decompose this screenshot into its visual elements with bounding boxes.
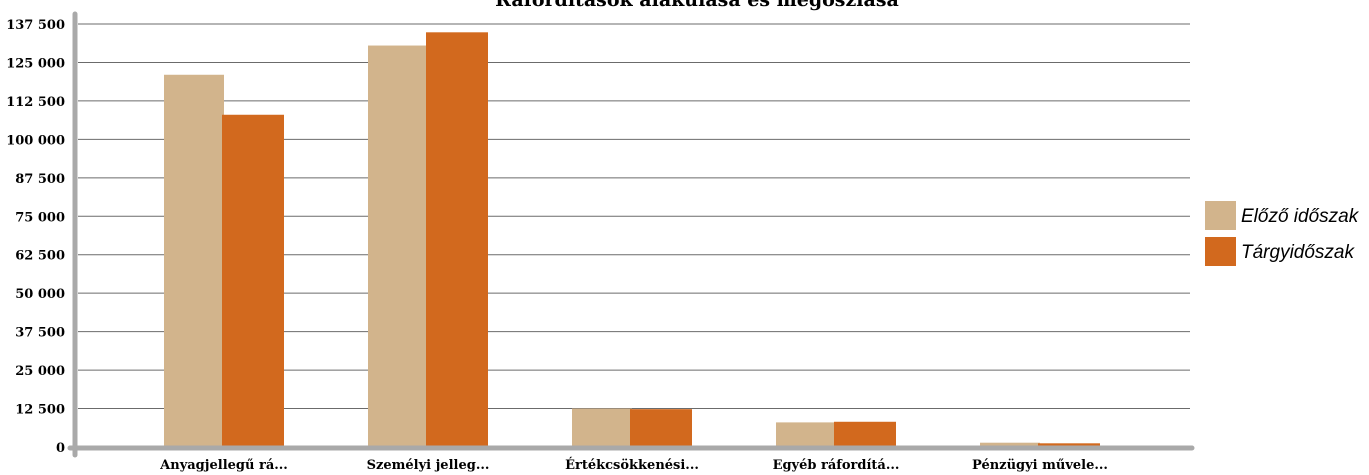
axes (67, 11, 1195, 458)
y-tick-label: 125 000 (6, 56, 65, 71)
bar (426, 32, 488, 447)
y-tick-label: 112 500 (6, 95, 65, 110)
y-tick-label: 62 500 (15, 249, 65, 264)
bar (1038, 443, 1100, 447)
y-tick-label: 0 (56, 441, 65, 456)
bar (572, 408, 632, 447)
legend-swatch (1205, 237, 1236, 266)
bars (164, 32, 1100, 448)
legend-label: Tárgyidőszak (1241, 242, 1355, 263)
x-tick-label: Egyéb ráfordítá... (773, 458, 900, 473)
x-tick-labels: Anyagjellegű rá... Személyi jelleg... Érté… (159, 457, 1108, 473)
y-tick-label: 137 500 (6, 18, 65, 33)
y-tick-label: 100 000 (6, 133, 65, 148)
bar (776, 422, 836, 447)
y-tick-label: 25 000 (15, 364, 65, 379)
y-tick-label: 12 500 (15, 403, 65, 418)
legend: Előző időszak Tárgyidőszak (1205, 201, 1360, 266)
y-tick-labels: 0 12 500 25 000 37 500 50 000 62 500 75 000 87 … (6, 18, 65, 456)
y-tick-label: 37 500 (15, 326, 65, 341)
chart-title: Ráfordítások alakulása és megoszlása (495, 0, 899, 11)
x-tick-label: Anyagjellegű rá... (159, 458, 288, 473)
bar (368, 45, 428, 447)
bar (164, 74, 224, 447)
bar (834, 421, 896, 447)
x-tick-label: Személyi jelleg... (367, 458, 490, 473)
y-tick-label: 50 000 (15, 287, 65, 302)
y-tick-label: 75 000 (15, 210, 65, 225)
bar (630, 409, 692, 447)
bar (222, 114, 284, 448)
bar (980, 442, 1040, 447)
x-tick-label: Értékcsökkenési... (565, 457, 699, 473)
legend-swatch (1205, 201, 1236, 230)
y-tick-label: 87 500 (15, 172, 65, 187)
legend-label: Előző időszak (1241, 206, 1360, 227)
x-tick-label: Pénzügyi művele... (972, 458, 1108, 473)
